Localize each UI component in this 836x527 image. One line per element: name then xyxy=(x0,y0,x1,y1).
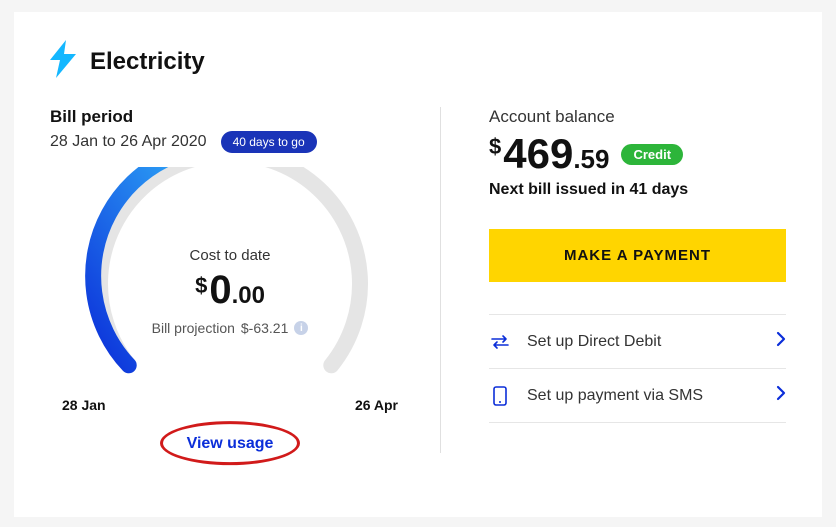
cycle-icon xyxy=(489,334,511,350)
gauge-start-date: 28 Jan xyxy=(62,397,106,413)
direct-debit-link[interactable]: Set up Direct Debit xyxy=(489,314,786,368)
electricity-card: Electricity Bill period 28 Jan to 26 Apr… xyxy=(14,12,822,517)
view-usage-link[interactable]: View usage xyxy=(187,435,274,452)
account-balance-value: $469.59 xyxy=(489,133,609,175)
cost-to-date-value: $0.00 xyxy=(60,270,400,310)
card-title: Electricity xyxy=(90,48,205,76)
chevron-right-icon xyxy=(776,331,786,352)
bill-period-label: Bill period xyxy=(50,107,410,127)
make-payment-button[interactable]: MAKE A PAYMENT xyxy=(489,229,786,282)
bolt-icon xyxy=(50,40,76,83)
days-to-go-pill: 40 days to go xyxy=(221,131,317,153)
gauge-end-date: 26 Apr xyxy=(355,397,398,413)
link-label: Set up payment via SMS xyxy=(527,387,760,405)
card-header: Electricity xyxy=(50,40,786,83)
credit-badge: Credit xyxy=(621,144,683,165)
usage-panel: Bill period 28 Jan to 26 Apr 2020 40 day… xyxy=(50,107,440,453)
info-icon[interactable]: i xyxy=(294,321,308,335)
next-bill-text: Next bill issued in 41 days xyxy=(489,181,786,199)
bill-projection: Bill projection $-63.21 i xyxy=(60,320,400,336)
cost-to-date-label: Cost to date xyxy=(60,247,400,264)
account-balance-label: Account balance xyxy=(489,107,786,127)
chevron-right-icon xyxy=(776,385,786,406)
phone-icon xyxy=(489,386,511,406)
bill-period-range: 28 Jan to 26 Apr 2020 xyxy=(50,133,207,151)
account-panel: Account balance $469.59 Credit Next bill… xyxy=(440,107,786,453)
sms-payment-link[interactable]: Set up payment via SMS xyxy=(489,368,786,423)
link-label: Set up Direct Debit xyxy=(527,333,760,351)
cost-gauge: Cost to date $0.00 Bill projection $-63.… xyxy=(60,167,400,397)
gauge-date-labels: 28 Jan 26 Apr xyxy=(62,397,398,413)
